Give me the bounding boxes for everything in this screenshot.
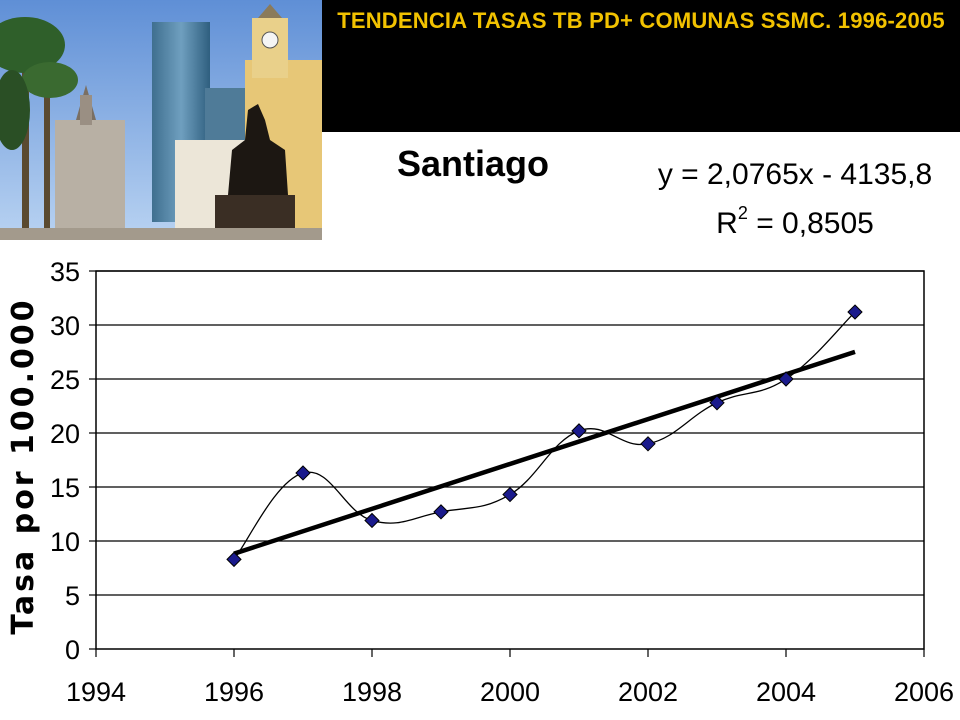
data-point-marker	[502, 486, 518, 503]
y-tick-label: 5	[65, 581, 80, 611]
x-tick-label: 2002	[618, 677, 678, 707]
axes	[89, 270, 925, 657]
y-tick-label: 10	[50, 527, 80, 557]
series-line	[233, 311, 856, 560]
trendline-r2: R2 = 0,8505	[716, 203, 874, 240]
data-series	[226, 304, 863, 568]
y-tick-label: 0	[65, 635, 80, 665]
trendline	[233, 349, 856, 556]
title-banner: TENDENCIA TASAS TB PD+ COMUNAS SSMC. 199…	[322, 0, 960, 132]
r2-superscript: 2	[738, 203, 748, 223]
y-tick-label: 15	[50, 473, 80, 503]
data-point-marker	[571, 423, 587, 439]
x-tick-label: 2004	[756, 677, 816, 707]
data-point-marker	[226, 551, 242, 568]
data-point-marker	[295, 465, 311, 481]
r2-value: = 0,8505	[748, 207, 874, 240]
x-tick-label: 1994	[66, 677, 126, 707]
tick-labels: 0 5 10 15 20 25 30 35 1994 1996 1998 2000 2002 2004 20…	[50, 257, 954, 707]
slide-title: TENDENCIA TASAS TB PD+ COMUNAS SSMC. 199…	[337, 8, 945, 33]
x-tick-label: 1996	[204, 677, 264, 707]
x-tick-label: 2000	[480, 677, 540, 707]
chart-title: Santiago	[397, 143, 549, 184]
data-point-marker	[709, 395, 725, 411]
data-point-marker	[433, 504, 449, 520]
x-tick-label: 2006	[894, 677, 954, 707]
data-point-marker	[640, 436, 656, 452]
y-tick-label: 25	[50, 365, 80, 395]
x-tick-label: 1998	[342, 677, 402, 707]
y-axis-label: Tasa por 100.000	[6, 297, 41, 634]
y-tick-label: 20	[50, 419, 80, 449]
trendline-equation: y = 2,0765x - 4135,8	[658, 158, 932, 191]
data-point-marker	[778, 371, 794, 387]
plot-area-border	[95, 270, 925, 650]
y-tick-label: 30	[50, 311, 80, 341]
r2-label: R	[716, 207, 738, 240]
data-point-marker	[847, 304, 863, 320]
gridlines	[96, 270, 924, 596]
data-point-marker	[364, 512, 380, 529]
santiago-photo	[0, 0, 322, 240]
y-tick-label: 35	[50, 257, 80, 287]
